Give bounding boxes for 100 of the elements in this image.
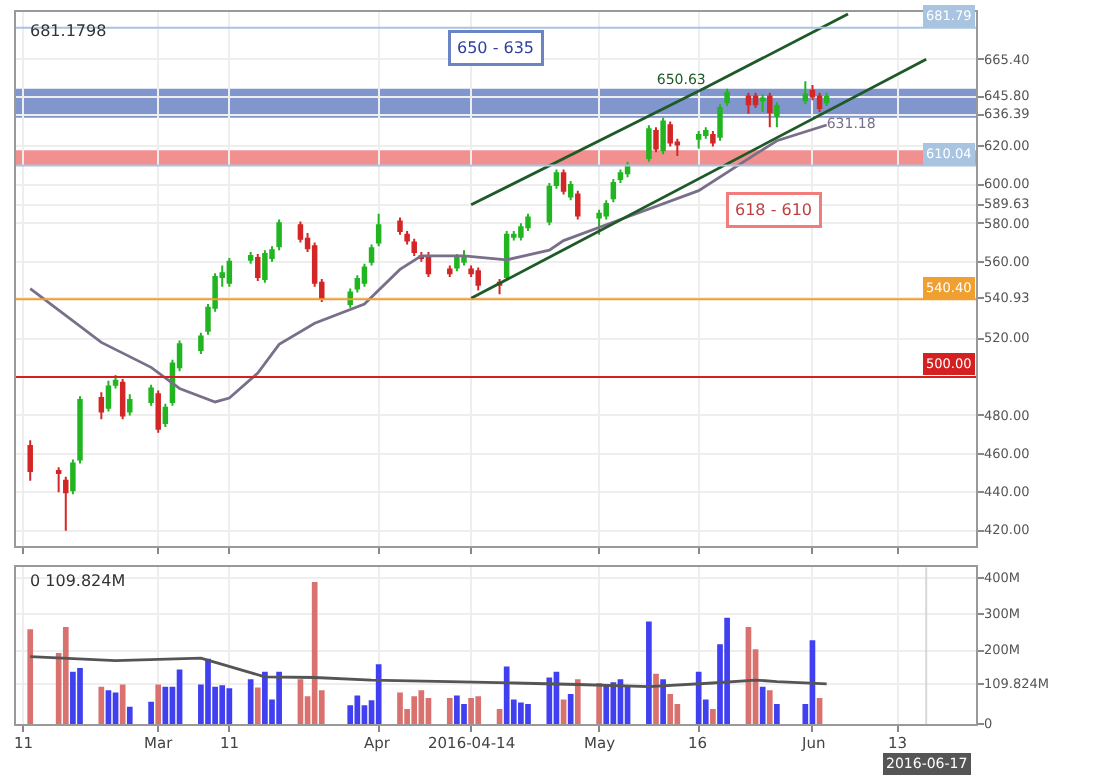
candlestick — [710, 130, 716, 148]
candlestick — [247, 251, 254, 265]
candlestick — [262, 249, 268, 284]
bar — [262, 671, 268, 724]
candlestick — [646, 124, 652, 163]
candlestick — [475, 266, 481, 292]
bar — [695, 671, 702, 724]
bar — [411, 696, 418, 724]
bar — [646, 621, 652, 724]
candlestick — [368, 243, 375, 267]
bar — [518, 702, 524, 724]
candlestick — [774, 101, 780, 129]
candlestick — [816, 91, 823, 113]
bar — [567, 693, 574, 724]
candlestick — [610, 178, 617, 204]
candlestick — [660, 116, 666, 156]
bar — [98, 686, 105, 724]
candlestick — [112, 374, 119, 390]
bar — [766, 690, 773, 724]
bar — [560, 699, 567, 724]
candlestick — [98, 391, 105, 421]
bar — [759, 686, 766, 724]
candlestick — [823, 91, 830, 108]
candlestick — [27, 439, 33, 482]
bar — [610, 682, 617, 724]
bar — [27, 629, 34, 724]
candlestick — [226, 256, 233, 288]
line-series — [28, 123, 829, 404]
band-label: 650 - 635 — [457, 39, 535, 57]
bar — [418, 690, 425, 724]
bar — [653, 673, 659, 724]
bar — [375, 664, 382, 724]
candlestick — [198, 331, 204, 355]
bar — [667, 693, 674, 724]
candlestick — [703, 126, 709, 140]
bar — [774, 703, 780, 724]
bar — [77, 668, 83, 724]
candlestick — [717, 103, 723, 142]
candlestick — [560, 168, 567, 196]
bar — [226, 688, 233, 724]
band-label: 618 - 610 — [735, 201, 813, 219]
bar — [525, 703, 531, 724]
bar — [205, 658, 211, 724]
candlestick — [518, 222, 524, 242]
bar — [468, 698, 474, 724]
bar — [454, 695, 460, 724]
bar — [311, 582, 318, 724]
candlestick — [802, 80, 809, 106]
candlestick — [759, 93, 766, 113]
candlestick — [155, 389, 161, 434]
candlestick — [148, 383, 154, 407]
candlestick — [297, 220, 304, 244]
bar — [354, 695, 361, 724]
bar — [162, 686, 169, 724]
candlestick — [361, 262, 368, 288]
candlestick — [447, 264, 453, 279]
bar — [119, 684, 126, 724]
line-series — [28, 655, 829, 689]
bar — [660, 679, 666, 724]
candlestick — [752, 91, 759, 110]
annotation: 0 109.824M — [30, 572, 126, 590]
bar — [219, 685, 226, 724]
bar — [724, 617, 730, 724]
bar — [148, 701, 154, 724]
candlestick — [454, 253, 460, 273]
candlestick — [745, 91, 752, 115]
candlestick — [667, 120, 673, 148]
bar — [446, 698, 453, 724]
candlestick — [397, 216, 403, 236]
bar — [503, 666, 510, 724]
candlestick — [724, 87, 730, 108]
bar — [710, 709, 716, 724]
bar — [126, 706, 133, 724]
bar — [155, 684, 162, 724]
candlestick — [596, 208, 602, 236]
bar — [603, 684, 610, 724]
bar — [247, 679, 254, 724]
bar — [276, 671, 282, 724]
candlestick — [695, 130, 702, 150]
bar — [461, 703, 467, 724]
bar — [70, 671, 76, 724]
annotation: 681.1798 — [30, 22, 107, 40]
bar — [475, 696, 482, 724]
bar — [254, 687, 261, 724]
candlestick — [567, 180, 574, 202]
bar — [596, 683, 602, 724]
bar — [546, 677, 553, 724]
candlestick — [575, 189, 581, 221]
bar — [397, 692, 403, 724]
bar — [62, 627, 69, 724]
candlestick — [105, 379, 112, 413]
bar — [574, 679, 581, 724]
candlestick — [461, 249, 467, 267]
candlestick — [767, 91, 773, 129]
candlestick — [411, 237, 417, 257]
candlestick — [255, 253, 261, 282]
candlestick — [63, 475, 69, 532]
candlestick — [375, 212, 382, 248]
candlestick — [127, 393, 133, 417]
candlestick — [162, 402, 169, 428]
